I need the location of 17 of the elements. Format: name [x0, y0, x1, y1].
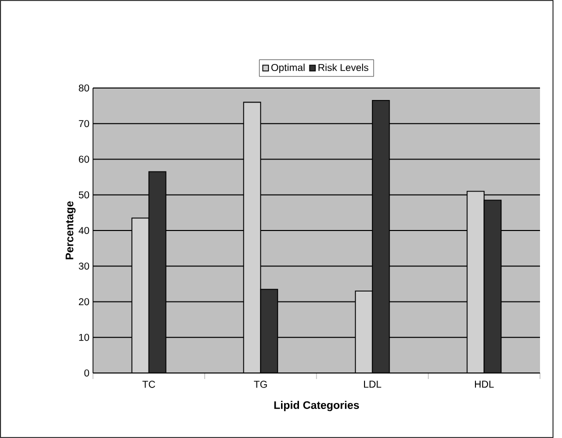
legend-label: Optimal [271, 64, 305, 73]
legend-label: Risk Levels [318, 64, 368, 72]
y-tick-label: 10 [79, 334, 90, 341]
x-tick-label: LDL [364, 380, 382, 388]
y-tick-label: 70 [78, 120, 90, 128]
y-tick-label: 20 [78, 298, 90, 306]
y-tick-label: 50 [78, 191, 90, 198]
y-tick-label: 80 [78, 84, 90, 92]
y-tick-label: 60 [78, 156, 90, 163]
x-tick-label: TC [142, 380, 156, 388]
x-axis-title: Lipid Categories [274, 400, 359, 412]
x-tick-label: TG [254, 380, 267, 388]
y-tick-label: 30 [78, 262, 90, 270]
y-axis-title: Percentage [66, 201, 76, 260]
y-tick-label: 40 [78, 226, 90, 234]
x-tick-label: HDL [474, 380, 494, 388]
y-tick-label: 0 [84, 369, 90, 377]
